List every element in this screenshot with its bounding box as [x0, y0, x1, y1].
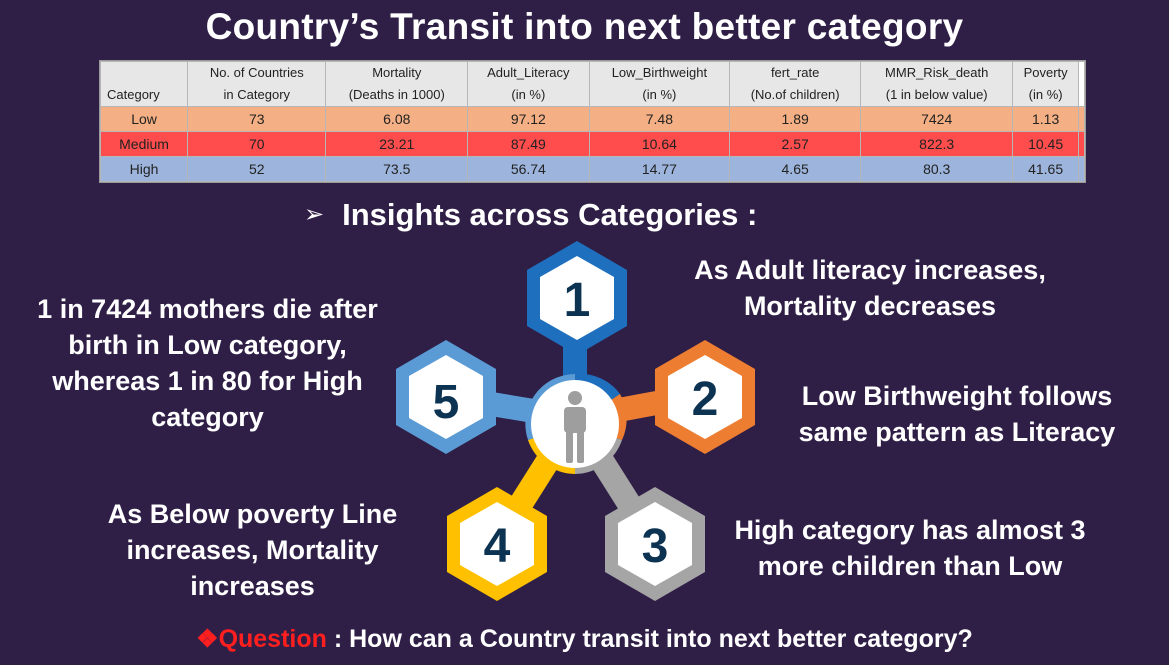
header-literacy: Adult_Literacy (in %)	[467, 61, 590, 107]
cell-poverty: 1.13	[1012, 106, 1079, 132]
cell-mortality: 6.08	[325, 106, 469, 132]
cell-literacy: 56.74	[467, 156, 590, 182]
insights-heading-text: Insights across Categories :	[342, 197, 758, 232]
insight-2: Low Birthweight follows same pattern as …	[798, 381, 1116, 447]
cell-countries: 52	[187, 156, 327, 182]
question-line: ❖Question : How can a Country transit in…	[0, 624, 1169, 654]
diamond-bullet-icon: ❖	[196, 625, 219, 653]
category-table: Category No. of Countries in Category Mor…	[99, 60, 1086, 183]
table-row-medium: Medium 70 23.21 87.49 10.64 2.57 822.3 1…	[99, 131, 1085, 157]
insight-4: As Below poverty Line increases, Mortali…	[107, 499, 398, 601]
hexagon-3: 3	[605, 487, 705, 601]
cell-mmr: 7424	[860, 106, 1014, 132]
cell-category: Low	[99, 106, 189, 132]
hexagon-4-number: 4	[484, 520, 511, 573]
insight-3: High category has almost 3 more children…	[734, 515, 1086, 581]
person-icon	[564, 391, 586, 463]
cell-mortality: 23.21	[325, 131, 469, 157]
cell-poverty: 10.45	[1012, 131, 1079, 157]
cell-countries: 70	[187, 131, 327, 157]
center-hub	[525, 373, 627, 474]
table-row-low: Low 73 6.08 97.12 7.48 1.89 7424 1.13	[99, 106, 1085, 132]
hexagon-1-number: 1	[564, 274, 591, 327]
table-row-high: High 52 73.5 56.74 14.77 4.65 80.3 41.65	[99, 156, 1085, 182]
cell-poverty: 41.65	[1012, 156, 1079, 182]
cell-mortality: 73.5	[325, 156, 469, 182]
hexagon-2: 2	[655, 340, 755, 454]
hexagon-5-number: 5	[433, 376, 460, 429]
table-edge	[1078, 156, 1085, 182]
cell-fert-rate: 4.65	[729, 156, 862, 182]
cell-mmr: 822.3	[860, 131, 1014, 157]
header-fert-rate: fert_rate (No.of children)	[729, 61, 862, 107]
header-mortality: Mortality (Deaths in 1000)	[325, 61, 469, 107]
hexagon-4: 4	[447, 487, 547, 601]
cell-birthweight: 14.77	[588, 156, 731, 182]
cell-birthweight: 10.64	[588, 131, 731, 157]
header-countries: No. of Countries in Category	[187, 61, 327, 107]
question-text: : How can a Country transit into next be…	[326, 625, 973, 653]
table-header-row: Category No. of Countries in Category Mor…	[99, 61, 1085, 107]
insight-5: 1 in 7424 mothers die after birth in Low…	[37, 294, 378, 432]
hexagon-5: 5	[396, 340, 496, 454]
cell-mmr: 80.3	[860, 156, 1014, 182]
hexagon-3-number: 3	[642, 520, 669, 573]
question-label: Question	[218, 625, 327, 653]
page-title: Country’s Transit into next better categ…	[205, 6, 964, 47]
header-mmr: MMR_Risk_death (1 in below value)	[860, 61, 1014, 107]
cell-category: High	[99, 156, 189, 182]
arrow-bullet-icon: ➢	[304, 201, 325, 228]
insight-1: As Adult literacy increases, Mortality d…	[694, 255, 1046, 321]
insights-heading: ➢ Insights across Categories :	[304, 197, 757, 233]
header-birthweight: Low_Birthweight (in %)	[588, 61, 731, 107]
cell-countries: 73	[187, 106, 327, 132]
cell-fert-rate: 2.57	[729, 131, 862, 157]
hexagon-1: 1	[527, 241, 627, 355]
hexagon-2-number: 2	[692, 373, 719, 426]
